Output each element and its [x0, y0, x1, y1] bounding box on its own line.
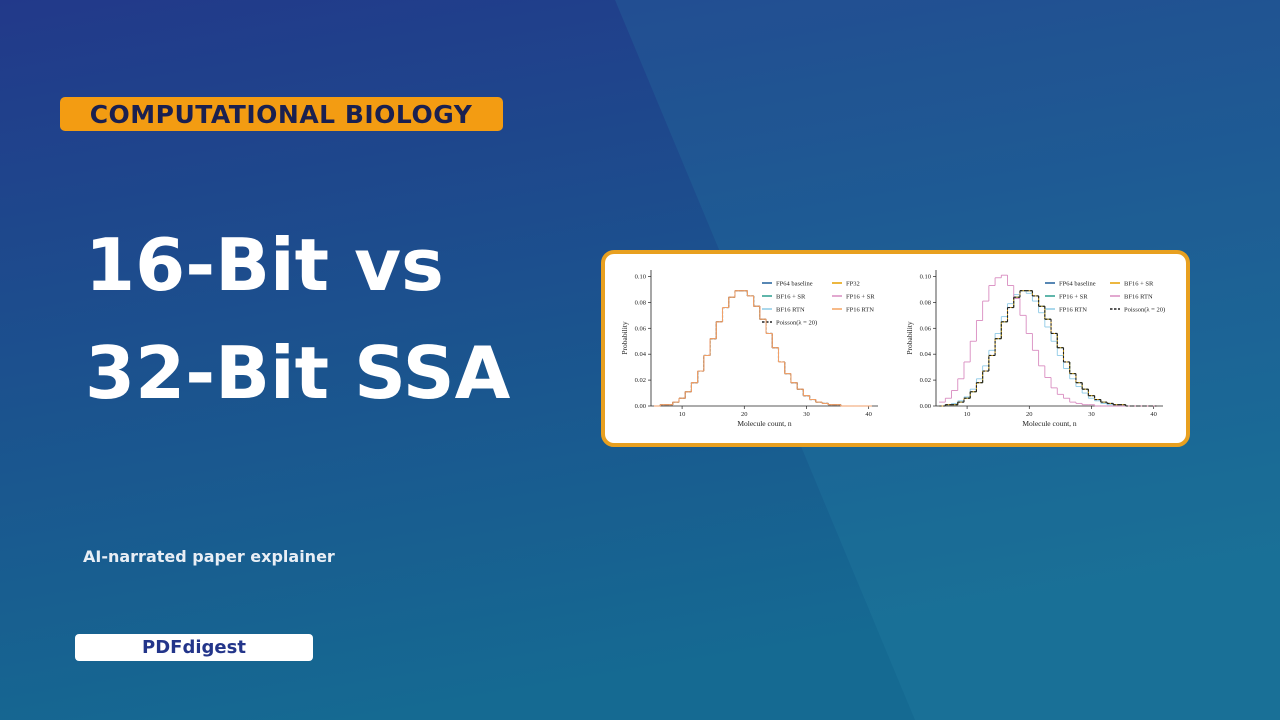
legend-label: FP64 baseline: [776, 280, 813, 287]
subtitle: AI-narrated paper explainer: [83, 547, 335, 566]
x-tick-label: 10: [964, 411, 971, 418]
y-tick-label: 0.06: [635, 325, 647, 332]
legend-label: Poisson(λ = 20): [776, 319, 817, 326]
title-line: 16-Bit vs: [85, 223, 444, 307]
legend-label: BF16 + SR: [1124, 280, 1154, 287]
x-tick-label: 30: [1088, 411, 1095, 418]
legend-label: BF16 RTN: [776, 306, 805, 313]
legend-label: FP16 + SR: [1059, 293, 1088, 300]
y-tick-label: 0.00: [635, 403, 646, 410]
x-tick-label: 30: [803, 411, 810, 418]
legend-label: FP16 + SR: [846, 293, 875, 300]
y-axis-label: Probability: [620, 321, 629, 355]
y-tick-label: 0.06: [920, 325, 932, 332]
x-tick-label: 40: [865, 411, 872, 418]
x-tick-label: 40: [1150, 411, 1157, 418]
category-text: COMPUTATIONAL BIOLOGY: [90, 100, 473, 129]
legend-label: BF16 RTN: [1124, 293, 1153, 300]
y-tick-label: 0.08: [920, 299, 931, 306]
x-tick-label: 20: [741, 411, 748, 418]
title-line: 32-Bit SSA: [85, 331, 511, 415]
figure-card: [601, 250, 1190, 447]
y-tick-label: 0.10: [920, 273, 931, 280]
legend-label: Poisson(λ = 20): [1124, 306, 1165, 313]
x-axis-label: Molecule count, n: [737, 419, 792, 428]
y-tick-label: 0.00: [920, 403, 931, 410]
brand-badge: [75, 634, 313, 661]
category-tag: [60, 97, 503, 131]
brand: PDFdigest: [142, 637, 246, 658]
legend-label: FP16 RTN: [846, 306, 874, 313]
legend-label: FP32: [846, 280, 860, 287]
legend-label: FP16 RTN: [1059, 306, 1087, 313]
x-tick-label: 20: [1026, 411, 1033, 418]
y-tick-label: 0.08: [635, 299, 646, 306]
y-tick-label: 0.02: [635, 377, 646, 384]
y-tick-label: 0.04: [635, 351, 647, 358]
x-tick-label: 10: [679, 411, 686, 418]
legend-label: FP64 baseline: [1059, 280, 1096, 287]
y-tick-label: 0.04: [920, 351, 932, 358]
y-axis-label: Probability: [905, 321, 914, 355]
x-axis-label: Molecule count, n: [1022, 419, 1077, 428]
y-tick-label: 0.10: [635, 273, 646, 280]
y-tick-label: 0.02: [920, 377, 931, 384]
legend-label: BF16 + SR: [776, 293, 806, 300]
